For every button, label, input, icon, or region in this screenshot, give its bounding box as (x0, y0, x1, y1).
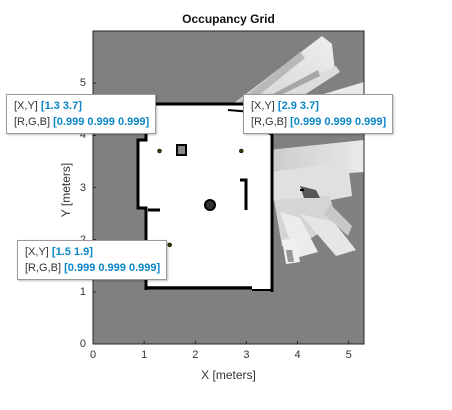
free-space (138, 104, 272, 290)
datatip-marker[interactable] (157, 148, 162, 154)
x-tick-label: 5 (345, 349, 352, 361)
y-tick-label: 0 (79, 338, 86, 350)
y-tick-label: 3 (79, 181, 86, 194)
datatip-xy-label: [X,Y] (25, 246, 49, 258)
x-axis-label: X [meters] (201, 368, 256, 382)
y-axis-label: Y [meters] (59, 162, 73, 218)
datatip-xy-value: [1.5 1.9] (51, 246, 93, 258)
datatip-xy-label: [X,Y] (14, 100, 38, 112)
datatip-xy-label: [X,Y] (251, 100, 275, 112)
y-tick-label: 1 (79, 285, 86, 298)
datatip-3[interactable]: [X,Y] [1.5 1.9] [R,G,B] [0.999 0.999 0.9… (17, 240, 168, 280)
y-tick-label: 5 (79, 77, 86, 90)
datatip-xy-row: [X,Y] [1.3 3.7] (14, 98, 149, 114)
datatip-rgb-row: [R,G,B] [0.999 0.999 0.999] (25, 260, 160, 276)
x-tick-label: 2 (192, 349, 199, 361)
datatip-rgb-value: [0.999 0.999 0.999] (53, 116, 150, 128)
datatip-2[interactable]: [X,Y] [2.9 3.7] [R,G,B] [0.999 0.999 0.9… (243, 94, 394, 134)
chart-title: Occupancy Grid (182, 12, 275, 26)
y-tick-label: 2 (80, 234, 86, 246)
datatip-xy-value: [2.9 3.7] (277, 100, 319, 112)
datatip-rgb-label: [R,G,B] (14, 116, 51, 128)
datatip-rgb-row: [R,G,B] [0.999 0.999 0.999] (14, 114, 149, 130)
laser-beams (225, 36, 364, 264)
datatip-markers (157, 148, 244, 248)
x-tick-label: 3 (243, 349, 250, 361)
datatip-rgb-value: [0.999 0.999 0.999] (64, 262, 161, 274)
x-tick-label: 1 (141, 349, 148, 361)
datatip-marker[interactable] (239, 148, 244, 154)
tick-marks (92, 82, 350, 345)
datatip-rgb-label: [R,G,B] (251, 116, 288, 128)
datatip-xy-value: [1.3 3.7] (40, 100, 82, 112)
datatip-1[interactable]: [X,Y] [1.3 3.7] [R,G,B] [0.999 0.999 0.9… (6, 94, 157, 134)
datatip-rgb-value: [0.999 0.999 0.999] (290, 116, 387, 128)
datatip-xy-row: [X,Y] [1.5 1.9] (25, 244, 160, 260)
datatip-rgb-label: [R,G,B] (25, 262, 62, 274)
y-tick-label: 4 (79, 129, 86, 142)
datatip-xy-row: [X,Y] [2.9 3.7] (251, 98, 386, 114)
datatip-rgb-row: [R,G,B] [0.999 0.999 0.999] (251, 114, 386, 130)
x-tick-label: 4 (294, 349, 301, 361)
x-tick-label: 0 (89, 349, 97, 361)
datatip-marker[interactable] (167, 242, 172, 248)
